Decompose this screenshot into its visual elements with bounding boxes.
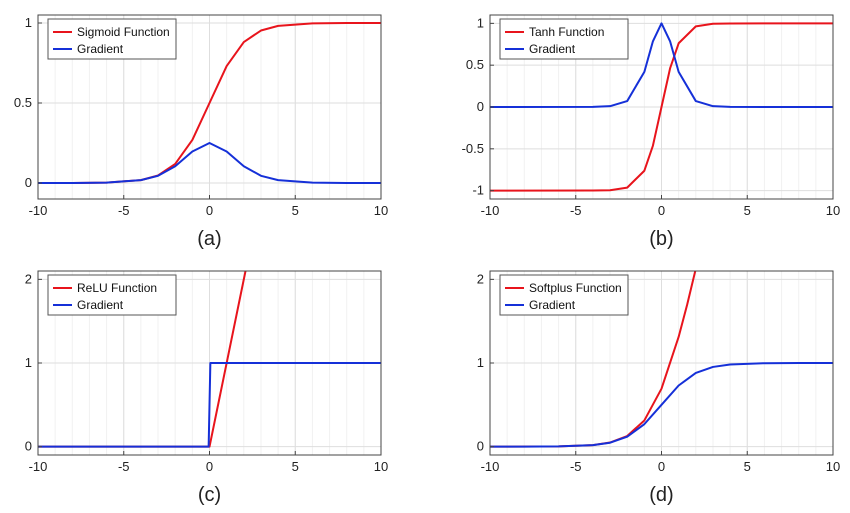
panel-caption: (c)	[198, 484, 221, 506]
x-tick-label: 5	[292, 203, 299, 218]
y-tick-label: -1	[472, 183, 484, 198]
panel-caption: (b)	[649, 228, 673, 250]
x-tick-label: 10	[826, 459, 840, 474]
legend-entry-label: Sigmoid Function	[77, 25, 170, 39]
legend-box	[499, 18, 629, 60]
y-tick-label: -0.5	[462, 141, 484, 156]
x-tick-label: -10	[481, 459, 500, 474]
y-tick-label: 0	[25, 439, 32, 454]
tanh-gradient-line	[490, 22, 833, 108]
legend-entry-label: Softplus Function	[529, 281, 622, 295]
x-tick-label: -10	[29, 203, 48, 218]
legend-entry-label: Gradient	[529, 298, 576, 312]
x-tick-label: 0	[658, 459, 665, 474]
legend-entry-label: Tanh Function	[529, 25, 604, 39]
legend: ReLU Function Gradient	[47, 274, 177, 316]
legend: Sigmoid Function Gradient	[47, 18, 177, 60]
relu-gradient-line	[38, 362, 381, 448]
y-tick-label: 1	[25, 15, 32, 30]
legend-entry-label: ReLU Function	[77, 281, 157, 295]
y-tick-label: 2	[477, 271, 484, 286]
legend-entry-label: Gradient	[77, 298, 124, 312]
x-tick-label: 5	[292, 459, 299, 474]
panel-relu: -10 -5 0 5 10 0 1 2 ReLU Function Gradient (c)	[25, 270, 388, 506]
x-tick-label: 10	[826, 203, 840, 218]
x-tick-label: -5	[118, 203, 130, 218]
x-tick-label: -10	[481, 203, 500, 218]
x-tick-label: 5	[744, 203, 751, 218]
legend-entry-label: Gradient	[77, 42, 124, 56]
y-tick-label: 1	[477, 15, 484, 30]
x-tick-label: 10	[374, 459, 388, 474]
y-tick-label: 1	[477, 355, 484, 370]
x-tick-label: -5	[118, 459, 130, 474]
legend: Tanh Function Gradient	[499, 18, 629, 60]
y-tick-label: 0	[477, 99, 484, 114]
sigmoid-gradient-line	[38, 142, 381, 184]
softplus-gradient-line	[490, 362, 833, 448]
x-tick-label: -5	[570, 459, 582, 474]
x-tick-label: 10	[374, 203, 388, 218]
legend-box	[47, 274, 177, 316]
legend: Softplus Function Gradient	[499, 274, 629, 316]
x-tick-label: -10	[29, 459, 48, 474]
panel-sigmoid: -10 -5 0 5 10 0 0.5 1 Sigmoid Function Gradient (a…	[14, 14, 388, 250]
legend-box	[499, 274, 629, 316]
y-tick-label: 0	[25, 175, 32, 190]
x-tick-label: 0	[658, 203, 665, 218]
panel-softplus: -10 -5 0 5 10 0 1 2 Softplus Function Gradient (d)	[477, 270, 840, 506]
legend-entry-label: Gradient	[529, 42, 576, 56]
x-tick-label: 0	[206, 459, 213, 474]
panel-tanh: -10 -5 0 5 10 -1 -0.5 0 0.5 1 Tanh Function Gradien…	[462, 14, 840, 250]
y-tick-label: 1	[25, 355, 32, 370]
legend-box	[47, 18, 177, 60]
x-tick-label: 5	[744, 459, 751, 474]
panel-caption: (d)	[649, 484, 673, 506]
x-tick-label: 0	[206, 203, 213, 218]
tanh-function-line	[490, 22, 833, 192]
y-tick-label: 0.5	[466, 57, 484, 72]
panel-caption: (a)	[197, 228, 221, 250]
y-tick-label: 2	[25, 271, 32, 286]
x-tick-label: -5	[570, 203, 582, 218]
y-tick-label: 0	[477, 439, 484, 454]
y-tick-label: 0.5	[14, 95, 32, 110]
